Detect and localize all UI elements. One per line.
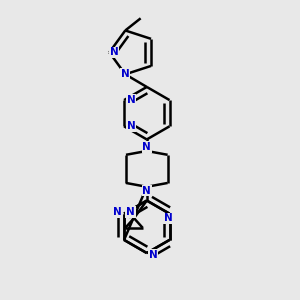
- Text: N: N: [164, 214, 172, 224]
- Text: N: N: [127, 95, 136, 105]
- Text: N: N: [121, 69, 130, 79]
- Text: N: N: [142, 186, 151, 196]
- Text: N: N: [113, 207, 122, 217]
- Text: N: N: [149, 250, 158, 260]
- Text: N: N: [126, 207, 135, 217]
- Text: N: N: [110, 47, 118, 57]
- Text: N: N: [142, 142, 151, 152]
- Text: N: N: [127, 121, 136, 131]
